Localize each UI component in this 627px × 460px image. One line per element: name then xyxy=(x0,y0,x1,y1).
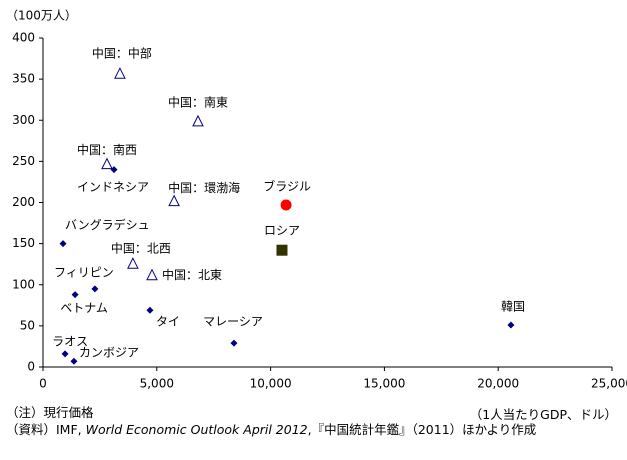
point xyxy=(71,291,79,299)
point-label: 韓国 xyxy=(501,300,525,314)
point-label: マレーシア xyxy=(203,315,263,329)
point xyxy=(114,67,126,79)
chart: （100万人） 0 50 100 150 200 250 300 350 400 0 5,000 10… xyxy=(6,9,627,391)
point-label: ラオス xyxy=(52,334,88,348)
point-label: 中国：中部 xyxy=(92,46,152,61)
x-tick-label: 0 xyxy=(39,377,47,391)
point-label: タイ xyxy=(156,315,180,329)
point xyxy=(276,244,288,256)
point-label: 中国：北西 xyxy=(111,241,171,256)
point-label: 中国：北東 xyxy=(162,267,222,282)
y-tick-label: 50 xyxy=(20,318,35,332)
point-label: ロシア xyxy=(264,224,300,238)
y-tick-label: 150 xyxy=(12,236,35,250)
point xyxy=(192,114,204,127)
y-tick-label: 400 xyxy=(12,31,35,45)
point xyxy=(168,194,180,207)
point xyxy=(61,350,69,358)
point-label: ブラジル xyxy=(263,178,311,193)
point xyxy=(146,268,158,281)
point xyxy=(230,339,238,347)
point xyxy=(91,285,99,293)
note: （注）現行価格 xyxy=(6,405,94,420)
source-suffix: ,『中国統計年鑑』（2011）ほかより作成 xyxy=(307,422,537,437)
x-tick-label: 15,000 xyxy=(363,377,405,391)
point xyxy=(110,166,118,174)
x-tick-label: 25,000 xyxy=(591,377,627,391)
point xyxy=(507,321,515,329)
y-unit: （100万人） xyxy=(6,9,77,23)
point-label: ベトナム xyxy=(60,301,108,315)
point xyxy=(280,199,292,211)
source: （資料）IMF, World Economic Outlook April 20… xyxy=(6,421,624,438)
point-label: インドネシア xyxy=(77,180,149,194)
point-label: 中国：南西 xyxy=(77,142,137,157)
x-axis-label: （1人当たりGDP、ドル） xyxy=(469,407,617,422)
y-tick-label: 200 xyxy=(12,195,35,209)
point-label: カンボジア xyxy=(79,346,139,360)
source-prefix: （資料）IMF, xyxy=(6,422,86,437)
y-tick-label: 300 xyxy=(12,113,35,127)
x-tick-label: 20,000 xyxy=(477,377,519,391)
point xyxy=(127,257,139,269)
point-label: バングラデシュ xyxy=(65,217,150,232)
point-label: フィリピン xyxy=(54,265,114,279)
point xyxy=(59,240,67,248)
y-tick-label: 250 xyxy=(12,154,35,168)
y-tick-label: 0 xyxy=(27,360,35,374)
y-tick-label: 100 xyxy=(12,277,35,291)
point-label: 中国：南東 xyxy=(168,94,228,109)
point xyxy=(101,157,113,170)
x-tick-label: 10,000 xyxy=(250,377,292,391)
point xyxy=(146,306,154,314)
notes: （注）現行価格 （資料）IMF, World Economic Outlook … xyxy=(6,404,624,438)
point xyxy=(70,357,78,365)
point-label: 中国：環渤海 xyxy=(168,180,240,195)
y-tick-label: 350 xyxy=(12,72,35,86)
x-tick-label: 5,000 xyxy=(140,377,174,391)
source-title: World Economic Outlook April 2012 xyxy=(85,422,308,437)
